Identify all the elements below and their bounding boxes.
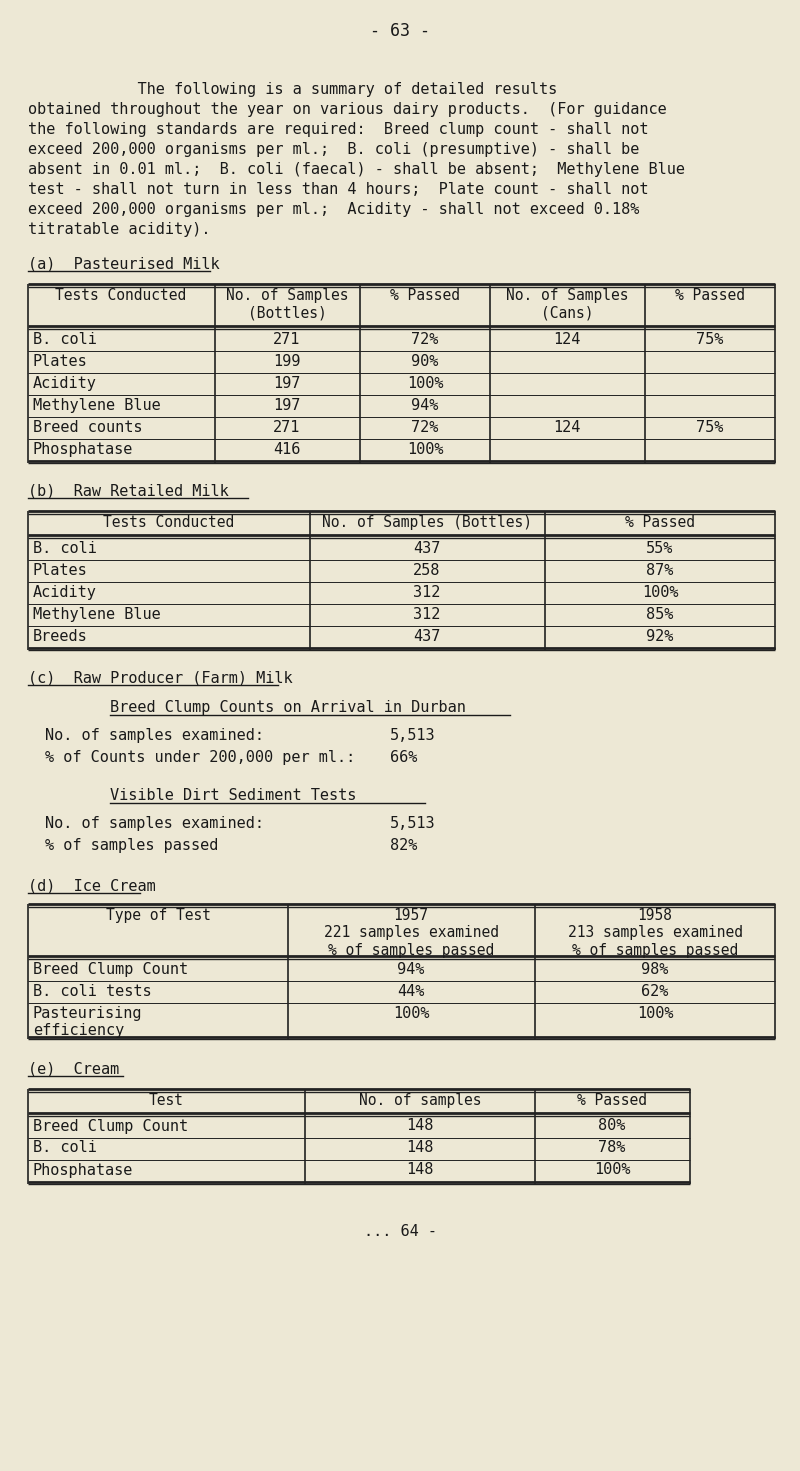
Text: 124: 124 — [554, 419, 581, 434]
Text: the following standards are required:  Breed clump count - shall not: the following standards are required: Br… — [28, 122, 649, 137]
Text: 148: 148 — [406, 1118, 434, 1134]
Text: 44%: 44% — [398, 984, 425, 999]
Text: Breed counts: Breed counts — [33, 419, 142, 434]
Text: Visible Dirt Sediment Tests: Visible Dirt Sediment Tests — [110, 788, 356, 803]
Text: 271: 271 — [274, 419, 301, 434]
Text: 85%: 85% — [646, 606, 674, 622]
Text: 437: 437 — [414, 628, 441, 643]
Text: 55%: 55% — [646, 540, 674, 556]
Text: absent in 0.01 ml.;  B. coli (faecal) - shall be absent;  Methylene Blue: absent in 0.01 ml.; B. coli (faecal) - s… — [28, 162, 685, 177]
Text: 271: 271 — [274, 331, 301, 347]
Text: The following is a summary of detailed results: The following is a summary of detailed r… — [28, 82, 558, 97]
Text: 148: 148 — [406, 1162, 434, 1177]
Text: Pasteurising
efficiency: Pasteurising efficiency — [33, 1006, 142, 1039]
Text: 66%: 66% — [390, 750, 418, 765]
Text: 1958
213 samples examined
% of samples passed: 1958 213 samples examined % of samples p… — [567, 908, 742, 958]
Text: No. of Samples (Bottles): No. of Samples (Bottles) — [322, 515, 532, 530]
Text: 416: 416 — [274, 441, 301, 456]
Text: 199: 199 — [274, 353, 301, 369]
Text: obtained throughout the year on various dairy products.  (For guidance: obtained throughout the year on various … — [28, 101, 666, 118]
Text: 90%: 90% — [411, 353, 438, 369]
Text: 87%: 87% — [646, 562, 674, 578]
Text: 5,513: 5,513 — [390, 816, 436, 831]
Text: % of Counts under 200,000 per ml.:: % of Counts under 200,000 per ml.: — [45, 750, 355, 765]
Text: Methylene Blue: Methylene Blue — [33, 606, 161, 622]
Text: Plates: Plates — [33, 353, 88, 369]
Text: 94%: 94% — [398, 962, 425, 977]
Text: ... 64 -: ... 64 - — [363, 1224, 437, 1239]
Text: 80%: 80% — [598, 1118, 626, 1134]
Text: 100%: 100% — [642, 584, 678, 600]
Text: test - shall not turn in less than 4 hours;  Plate count - shall not: test - shall not turn in less than 4 hou… — [28, 182, 649, 197]
Text: 437: 437 — [414, 540, 441, 556]
Text: 98%: 98% — [642, 962, 669, 977]
Text: % of samples passed: % of samples passed — [45, 838, 218, 853]
Text: 197: 197 — [274, 375, 301, 390]
Text: exceed 200,000 organisms per ml.;  B. coli (presumptive) - shall be: exceed 200,000 organisms per ml.; B. col… — [28, 143, 639, 157]
Text: No. of Samples
(Cans): No. of Samples (Cans) — [506, 288, 628, 321]
Text: B. coli: B. coli — [33, 540, 97, 556]
Text: 312: 312 — [414, 606, 441, 622]
Text: B. coli: B. coli — [33, 331, 97, 347]
Text: titratable acidity).: titratable acidity). — [28, 222, 210, 237]
Text: % Passed: % Passed — [675, 288, 745, 303]
Text: 124: 124 — [554, 331, 581, 347]
Text: (a)  Pasteurised Milk: (a) Pasteurised Milk — [28, 256, 220, 271]
Text: 72%: 72% — [411, 331, 438, 347]
Text: Methylene Blue: Methylene Blue — [33, 397, 161, 412]
Text: 82%: 82% — [390, 838, 418, 853]
Text: Breed Clump Count: Breed Clump Count — [33, 962, 188, 977]
Text: B. coli: B. coli — [33, 1140, 97, 1156]
Text: Tests Conducted: Tests Conducted — [103, 515, 234, 530]
Text: Phosphatase: Phosphatase — [33, 441, 134, 456]
Text: No. of samples examined:: No. of samples examined: — [45, 728, 264, 743]
Text: 100%: 100% — [393, 1006, 430, 1021]
Text: 1957
221 samples examined
% of samples passed: 1957 221 samples examined % of samples p… — [323, 908, 498, 958]
Text: 197: 197 — [274, 397, 301, 412]
Text: Breed Clump Counts on Arrival in Durban: Breed Clump Counts on Arrival in Durban — [110, 700, 466, 715]
Text: B. coli tests: B. coli tests — [33, 984, 152, 999]
Text: 62%: 62% — [642, 984, 669, 999]
Text: 100%: 100% — [637, 1006, 674, 1021]
Text: Breeds: Breeds — [33, 628, 88, 643]
Text: 312: 312 — [414, 584, 441, 600]
Text: % Passed: % Passed — [625, 515, 695, 530]
Text: 100%: 100% — [594, 1162, 630, 1177]
Text: 75%: 75% — [696, 331, 724, 347]
Text: 72%: 72% — [411, 419, 438, 434]
Text: 94%: 94% — [411, 397, 438, 412]
Text: 148: 148 — [406, 1140, 434, 1156]
Text: No. of samples examined:: No. of samples examined: — [45, 816, 264, 831]
Text: Tests Conducted: Tests Conducted — [55, 288, 186, 303]
Text: No. of Samples
(Bottles): No. of Samples (Bottles) — [226, 288, 348, 321]
Text: 75%: 75% — [696, 419, 724, 434]
Text: 92%: 92% — [646, 628, 674, 643]
Text: (e)  Cream: (e) Cream — [28, 1061, 119, 1075]
Text: Acidity: Acidity — [33, 375, 97, 390]
Text: % Passed: % Passed — [577, 1093, 647, 1108]
Text: Type of Test: Type of Test — [106, 908, 210, 922]
Text: 100%: 100% — [406, 441, 443, 456]
Text: Phosphatase: Phosphatase — [33, 1162, 134, 1177]
Text: Acidity: Acidity — [33, 584, 97, 600]
Text: - 63 -: - 63 - — [370, 22, 430, 40]
Text: (c)  Raw Producer (Farm) Milk: (c) Raw Producer (Farm) Milk — [28, 669, 293, 685]
Text: Plates: Plates — [33, 562, 88, 578]
Text: (d)  Ice Cream: (d) Ice Cream — [28, 878, 156, 893]
Text: Test: Test — [149, 1093, 183, 1108]
Text: (b)  Raw Retailed Milk: (b) Raw Retailed Milk — [28, 482, 229, 499]
Text: 5,513: 5,513 — [390, 728, 436, 743]
Text: exceed 200,000 organisms per ml.;  Acidity - shall not exceed 0.18%: exceed 200,000 organisms per ml.; Acidit… — [28, 202, 639, 218]
Text: % Passed: % Passed — [390, 288, 460, 303]
Text: No. of samples: No. of samples — [358, 1093, 482, 1108]
Text: Breed Clump Count: Breed Clump Count — [33, 1118, 188, 1134]
Text: 258: 258 — [414, 562, 441, 578]
Text: 100%: 100% — [406, 375, 443, 390]
Text: 78%: 78% — [598, 1140, 626, 1156]
